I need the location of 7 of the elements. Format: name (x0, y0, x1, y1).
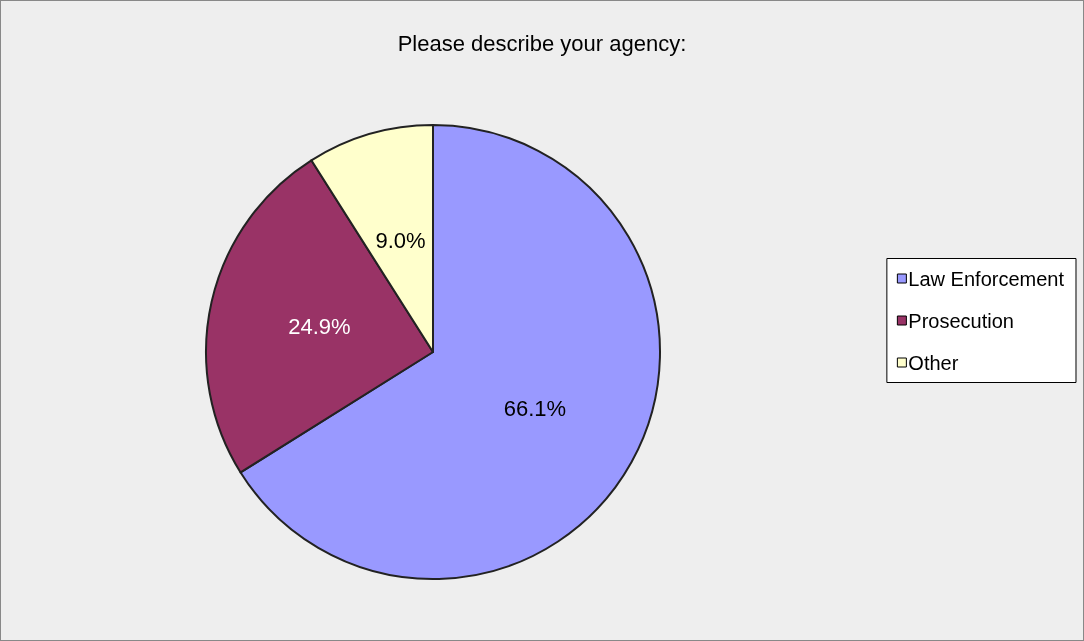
data-label: 9.0% (375, 227, 426, 253)
data-label: 24.9% (288, 313, 351, 339)
legend-label: Other (908, 351, 959, 374)
legend-label: Law Enforcement (908, 267, 1065, 290)
legend-label: Prosecution (908, 309, 1014, 332)
data-label: 66.1% (503, 395, 567, 421)
chart-title: Please describe your agency: (397, 30, 687, 56)
